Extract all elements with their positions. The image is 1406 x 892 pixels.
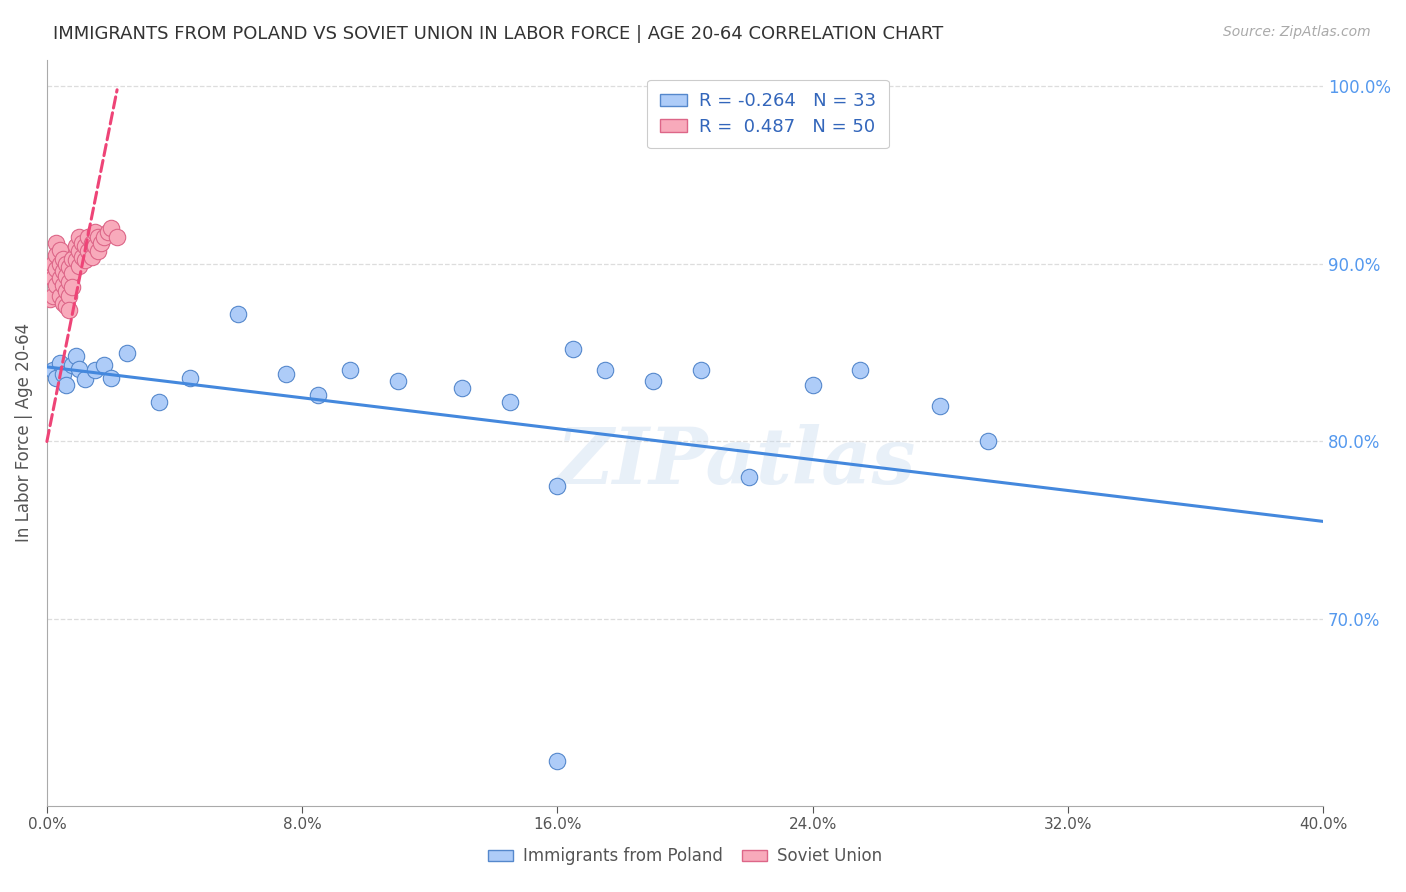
Soviet Union: [52, 278, 75, 293]
Immigrants from Poland: [546, 479, 568, 493]
Soviet Union: [48, 289, 70, 303]
Immigrants from Poland: [498, 395, 520, 409]
Soviet Union: [42, 271, 65, 285]
Soviet Union: [52, 264, 75, 278]
Text: ZIPatlas: ZIPatlas: [557, 425, 915, 500]
Immigrants from Poland: [48, 356, 70, 370]
Immigrants from Poland: [977, 434, 1000, 449]
Soviet Union: [52, 296, 75, 310]
Soviet Union: [42, 289, 65, 303]
Immigrants from Poland: [228, 307, 250, 321]
Immigrants from Poland: [690, 363, 713, 377]
Soviet Union: [83, 239, 105, 253]
Soviet Union: [45, 235, 67, 250]
Immigrants from Poland: [929, 399, 952, 413]
Legend: R = -0.264   N = 33, R =  0.487   N = 50: R = -0.264 N = 33, R = 0.487 N = 50: [647, 79, 889, 148]
Immigrants from Poland: [148, 395, 170, 409]
Soviet Union: [58, 260, 80, 275]
Immigrants from Poland: [115, 345, 138, 359]
Immigrants from Poland: [100, 370, 122, 384]
Soviet Union: [39, 293, 62, 307]
Soviet Union: [80, 235, 103, 250]
Soviet Union: [65, 253, 87, 268]
Immigrants from Poland: [52, 367, 75, 381]
Soviet Union: [105, 230, 128, 244]
Immigrants from Poland: [93, 358, 115, 372]
Soviet Union: [96, 225, 118, 239]
Soviet Union: [75, 239, 97, 253]
Soviet Union: [100, 221, 122, 235]
Soviet Union: [87, 244, 110, 259]
Soviet Union: [55, 284, 77, 298]
Immigrants from Poland: [62, 358, 84, 372]
Immigrants from Poland: [67, 361, 90, 376]
Soviet Union: [45, 248, 67, 262]
Immigrants from Poland: [593, 363, 616, 377]
Immigrants from Poland: [276, 367, 298, 381]
Soviet Union: [80, 250, 103, 264]
Immigrants from Poland: [55, 377, 77, 392]
Soviet Union: [58, 275, 80, 289]
Soviet Union: [45, 262, 67, 277]
Soviet Union: [65, 239, 87, 253]
Soviet Union: [48, 243, 70, 257]
Immigrants from Poland: [801, 377, 824, 392]
Soviet Union: [87, 230, 110, 244]
Soviet Union: [45, 278, 67, 293]
Immigrants from Poland: [562, 342, 585, 356]
Immigrants from Poland: [307, 388, 329, 402]
Soviet Union: [77, 244, 100, 259]
Soviet Union: [62, 252, 84, 266]
Soviet Union: [70, 235, 93, 250]
Soviet Union: [67, 244, 90, 259]
Soviet Union: [62, 280, 84, 294]
Soviet Union: [67, 259, 90, 273]
Soviet Union: [55, 257, 77, 271]
Soviet Union: [58, 303, 80, 318]
Soviet Union: [52, 252, 75, 266]
Soviet Union: [75, 253, 97, 268]
Immigrants from Poland: [738, 470, 761, 484]
Immigrants from Poland: [849, 363, 872, 377]
Immigrants from Poland: [179, 370, 201, 384]
Soviet Union: [55, 269, 77, 284]
Immigrants from Poland: [83, 363, 105, 377]
Soviet Union: [48, 257, 70, 271]
Soviet Union: [83, 225, 105, 239]
Immigrants from Poland: [42, 363, 65, 377]
Text: Source: ZipAtlas.com: Source: ZipAtlas.com: [1223, 25, 1371, 39]
Soviet Union: [55, 300, 77, 314]
Soviet Union: [42, 257, 65, 271]
Immigrants from Poland: [339, 363, 361, 377]
Immigrants from Poland: [65, 349, 87, 363]
Immigrants from Poland: [450, 381, 472, 395]
Soviet Union: [58, 289, 80, 303]
Soviet Union: [90, 235, 112, 250]
Y-axis label: In Labor Force | Age 20-64: In Labor Force | Age 20-64: [15, 323, 32, 542]
Text: IMMIGRANTS FROM POLAND VS SOVIET UNION IN LABOR FORCE | AGE 20-64 CORRELATION CH: IMMIGRANTS FROM POLAND VS SOVIET UNION I…: [53, 25, 943, 43]
Immigrants from Poland: [546, 754, 568, 768]
Soviet Union: [93, 230, 115, 244]
Immigrants from Poland: [643, 374, 665, 388]
Soviet Union: [67, 230, 90, 244]
Immigrants from Poland: [45, 370, 67, 384]
Immigrants from Poland: [387, 374, 409, 388]
Soviet Union: [62, 266, 84, 280]
Soviet Union: [77, 230, 100, 244]
Soviet Union: [48, 271, 70, 285]
Soviet Union: [70, 250, 93, 264]
Immigrants from Poland: [75, 372, 97, 386]
Soviet Union: [39, 269, 62, 284]
